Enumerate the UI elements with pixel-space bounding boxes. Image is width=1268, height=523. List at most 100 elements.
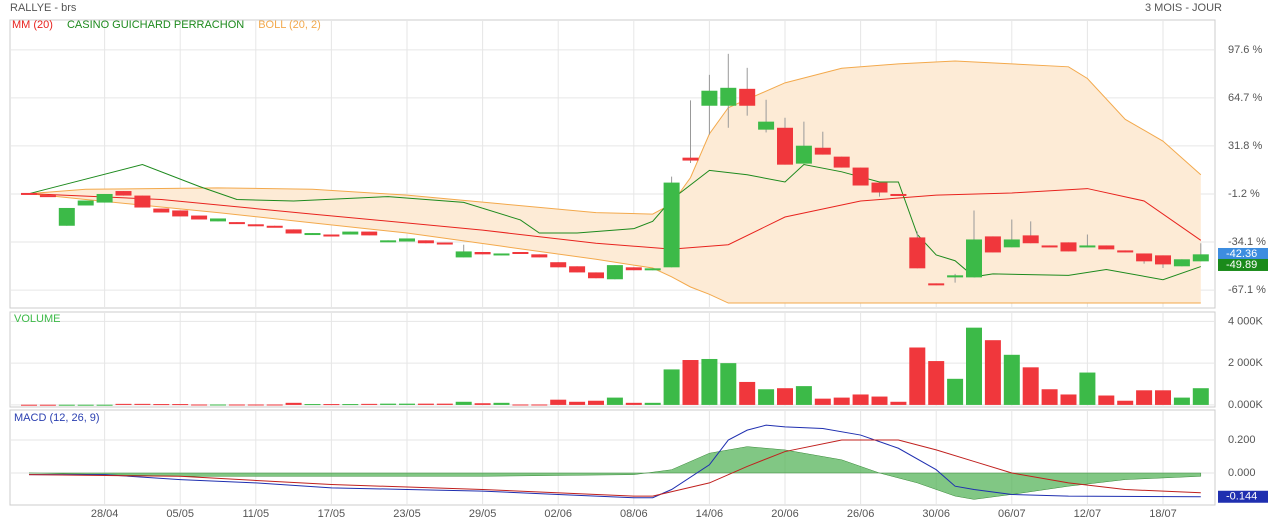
candle-body: [21, 192, 37, 195]
volume-bar: [1003, 354, 1020, 405]
candle-body: [436, 242, 453, 245]
candle-body: [210, 218, 226, 222]
candle-body: [134, 195, 151, 208]
volume-bar: [436, 403, 453, 405]
candle-body: [569, 266, 586, 273]
y-tick-label: 4 000K: [1228, 315, 1264, 327]
last-value-box: [1218, 258, 1268, 271]
volume-bar: [134, 403, 151, 405]
x-tick-label: 18/07: [1149, 508, 1177, 520]
last-value-label: -49.89: [1226, 259, 1257, 271]
last-value-label: -42.36: [1226, 248, 1257, 260]
volume-bar: [777, 388, 793, 405]
volume-bar: [966, 327, 982, 405]
last-value-label: -0.144: [1226, 491, 1257, 503]
volume-bar: [115, 403, 132, 405]
candle-body: [1079, 245, 1096, 248]
candle-body: [1022, 235, 1039, 244]
candle-body: [361, 231, 378, 236]
volume-bar: [1060, 394, 1077, 405]
volume-bar: [644, 402, 661, 405]
volume-bar: [39, 404, 56, 406]
volume-bar: [852, 394, 869, 405]
volume-bar: [871, 396, 888, 405]
candle-body: [1136, 253, 1153, 262]
volume-bar: [1173, 397, 1190, 405]
volume-bar: [399, 403, 415, 405]
x-tick-label: 30/06: [922, 508, 950, 520]
volume-bar: [266, 404, 283, 406]
volume-bar: [947, 378, 964, 405]
volume-bar: [833, 397, 850, 405]
candle-body: [890, 193, 907, 196]
volume-bar: [890, 401, 907, 405]
candle-body: [795, 145, 812, 164]
candle-body: [474, 252, 491, 255]
x-tick-label: 23/05: [393, 508, 421, 520]
candle-body: [928, 283, 945, 286]
candle-body: [266, 225, 283, 228]
volume-bar: [77, 404, 94, 406]
candle-body: [1155, 255, 1171, 265]
candle-body: [342, 231, 359, 235]
candle-body: [172, 210, 189, 217]
volume-bar: [531, 404, 548, 406]
volume-bar: [361, 403, 378, 405]
volume-bar: [474, 403, 491, 405]
last-value-box: [1218, 247, 1268, 260]
volume-bar: [1079, 372, 1096, 405]
x-tick-label: 20/06: [771, 508, 799, 520]
volume-bar: [323, 404, 340, 406]
candle-body: [399, 238, 415, 242]
candle-body: [909, 237, 926, 269]
candle-body: [644, 268, 661, 271]
candle-body: [1117, 250, 1134, 253]
volume-bar: [191, 404, 208, 406]
y-tick-label: 0.200: [1228, 434, 1256, 446]
x-tick-label: 05/05: [166, 508, 194, 520]
volume-bar: [1098, 395, 1115, 405]
last-value-box: [1218, 490, 1268, 503]
volume-bar: [455, 401, 472, 405]
y-tick-label: 97.6 %: [1228, 44, 1262, 56]
volume-bar: [550, 399, 567, 405]
volume-bar: [512, 404, 529, 406]
volume-bar: [96, 404, 113, 406]
candle-body: [1060, 242, 1077, 252]
candle-body: [984, 236, 1001, 253]
volume-bar: [1117, 400, 1134, 405]
candle-body: [191, 215, 208, 220]
candle-body: [852, 167, 869, 186]
panel-title: VOLUME: [14, 313, 60, 325]
candle-body: [1041, 245, 1058, 248]
candle-body: [833, 156, 850, 168]
candle-body: [493, 253, 510, 256]
candle-body: [947, 275, 964, 278]
candle-body: [96, 193, 113, 203]
candle-body: [701, 90, 718, 106]
volume-bar: [58, 404, 75, 406]
x-tick-label: 02/06: [544, 508, 572, 520]
volume-bar: [1192, 388, 1209, 405]
volume-bar: [720, 363, 737, 405]
candle-body: [588, 272, 604, 279]
legend-label: BOLL (20, 2): [258, 19, 321, 31]
candle-body: [682, 157, 699, 161]
volume-bar: [153, 404, 170, 406]
y-tick-label: 0.000K: [1228, 399, 1264, 411]
candle-body: [777, 127, 793, 165]
candle-body: [115, 191, 132, 196]
volume-bar: [588, 400, 604, 405]
volume-bar: [606, 397, 623, 405]
candle-body: [304, 233, 321, 236]
candle-body: [77, 200, 94, 206]
x-tick-label: 26/06: [847, 508, 875, 520]
volume-bar: [1022, 367, 1039, 405]
panel-title: MACD (12, 26, 9): [14, 412, 100, 424]
volume-bar: [909, 347, 926, 405]
volume-bar: [342, 404, 359, 406]
candle-body: [606, 265, 623, 280]
candle-body: [663, 182, 680, 268]
y-tick-label: -67.1 %: [1228, 284, 1266, 296]
